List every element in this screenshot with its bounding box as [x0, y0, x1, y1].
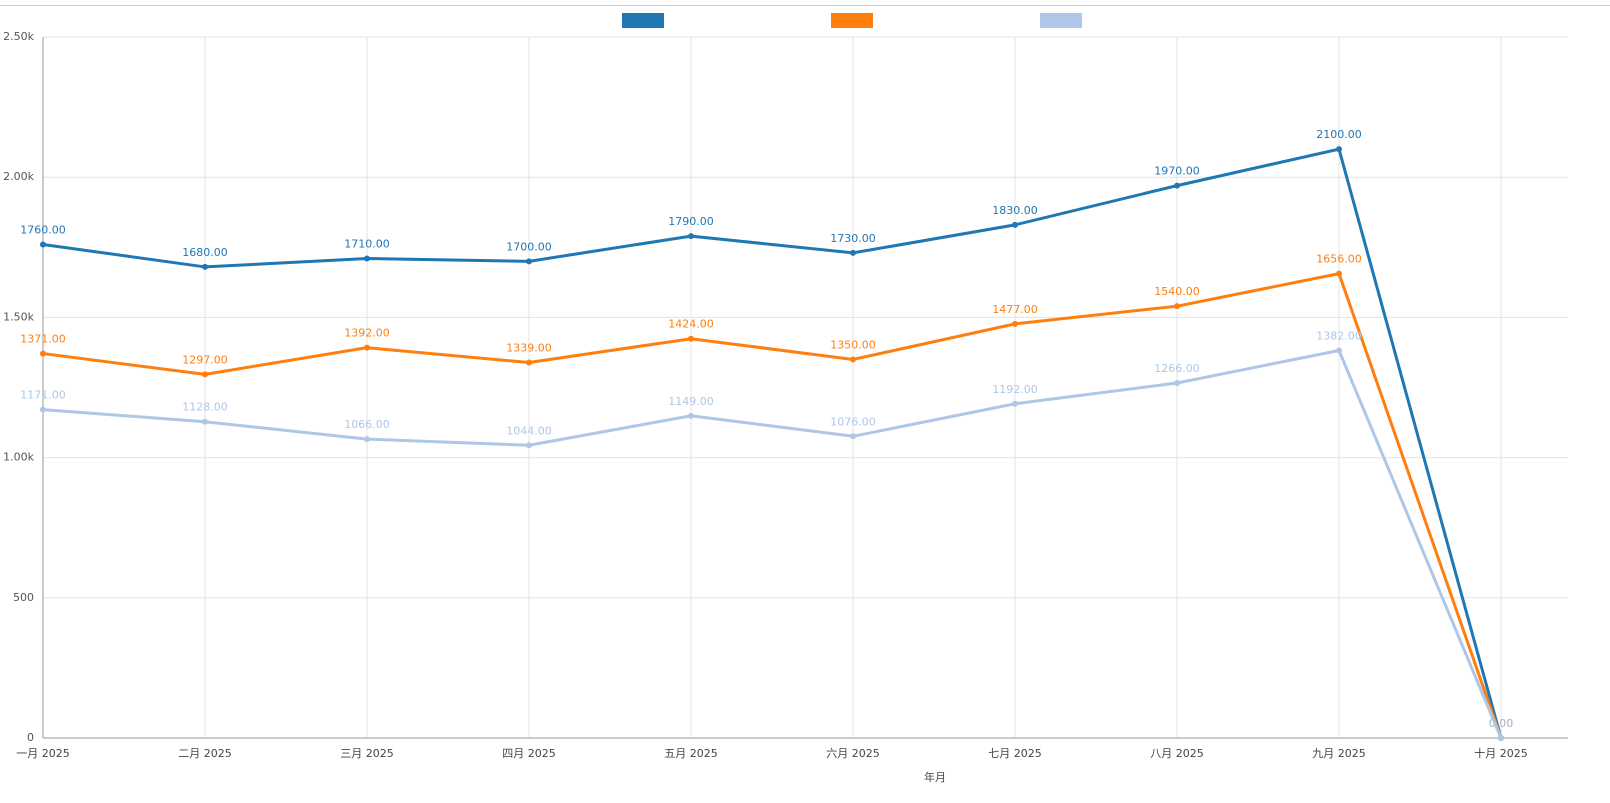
data-label: 1730.00	[830, 232, 876, 245]
data-label: 1266.00	[1154, 362, 1200, 375]
data-point	[1174, 380, 1180, 387]
data-point	[1174, 182, 1180, 189]
data-label: 0.00	[1489, 717, 1514, 730]
data-point	[688, 233, 694, 240]
legend-swatch	[831, 13, 873, 28]
data-point	[1498, 735, 1504, 741]
y-tick-label: 1.50k	[3, 310, 34, 323]
data-label: 1710.00	[344, 238, 390, 251]
data-point	[202, 263, 208, 270]
data-point	[364, 344, 370, 351]
data-point	[364, 255, 370, 262]
data-label: 1382.00	[1316, 329, 1362, 342]
data-point	[1336, 270, 1342, 277]
data-label: 2100.00	[1316, 128, 1362, 141]
x-tick-label: 一月 2025	[16, 747, 70, 760]
data-label: 1540.00	[1154, 285, 1200, 298]
data-label: 1680.00	[182, 246, 228, 259]
legend-swatch	[1040, 13, 1082, 28]
data-label: 1970.00	[1154, 165, 1200, 178]
x-tick-label: 十月 2025	[1474, 746, 1528, 760]
data-point	[202, 371, 208, 378]
data-label: 1760.00	[20, 223, 66, 236]
x-tick-label: 五月 2025	[664, 747, 718, 760]
data-point	[1336, 347, 1342, 354]
x-tick-label: 八月 2025	[1150, 747, 1204, 760]
data-label: 1149.00	[668, 395, 714, 408]
data-point	[526, 359, 532, 366]
data-label: 1790.00	[668, 215, 714, 228]
data-label: 1371.00	[20, 333, 66, 346]
data-label: 1297.00	[182, 353, 228, 366]
data-label: 1128.00	[182, 401, 228, 414]
y-tick-label: 2.00k	[3, 170, 34, 183]
series-line	[42, 147, 1503, 739]
data-point	[40, 406, 46, 413]
y-tick-label: 1.00k	[3, 451, 34, 464]
data-point	[1012, 221, 1018, 228]
x-tick-label: 九月 2025	[1312, 747, 1366, 760]
data-label: 1830.00	[992, 204, 1038, 217]
data-point	[40, 350, 46, 357]
data-label: 1171.00	[20, 389, 66, 402]
data-point	[850, 249, 856, 256]
data-label: 1350.00	[830, 338, 876, 351]
data-point	[1012, 400, 1018, 407]
data-label: 1066.00	[344, 418, 390, 431]
data-point	[40, 241, 46, 248]
data-point	[1174, 303, 1180, 310]
x-tick-label: 七月 2025	[988, 747, 1042, 760]
data-label: 1076.00	[830, 415, 876, 428]
y-tick-label: 500	[13, 591, 34, 604]
data-label: 1656.00	[1316, 253, 1362, 266]
legend-swatch	[622, 13, 664, 28]
data-label: 1392.00	[344, 327, 390, 340]
x-tick-label: 四月 2025	[502, 747, 556, 760]
data-point	[850, 433, 856, 440]
data-point	[688, 412, 694, 419]
data-label: 1192.00	[992, 383, 1038, 396]
data-point	[688, 335, 694, 342]
data-point	[364, 436, 370, 443]
data-label: 1044.00	[506, 424, 552, 437]
x-axis-label: 年月	[924, 770, 946, 784]
data-point	[202, 418, 208, 425]
data-label: 1700.00	[506, 240, 552, 253]
data-label: 1339.00	[506, 342, 552, 355]
data-point	[1336, 146, 1342, 153]
y-tick-label: 2.50k	[3, 30, 34, 43]
data-point	[850, 356, 856, 363]
data-label: 1477.00	[992, 303, 1038, 316]
y-tick-label: 0	[27, 731, 34, 744]
series-line	[42, 271, 1503, 739]
data-point	[526, 258, 532, 265]
data-point	[1012, 320, 1018, 327]
data-label: 1424.00	[668, 318, 714, 331]
x-tick-label: 六月 2025	[826, 747, 880, 760]
x-tick-label: 三月 2025	[340, 747, 394, 760]
x-tick-label: 二月 2025	[178, 747, 232, 760]
data-point	[526, 442, 532, 449]
series-line	[42, 348, 1503, 739]
